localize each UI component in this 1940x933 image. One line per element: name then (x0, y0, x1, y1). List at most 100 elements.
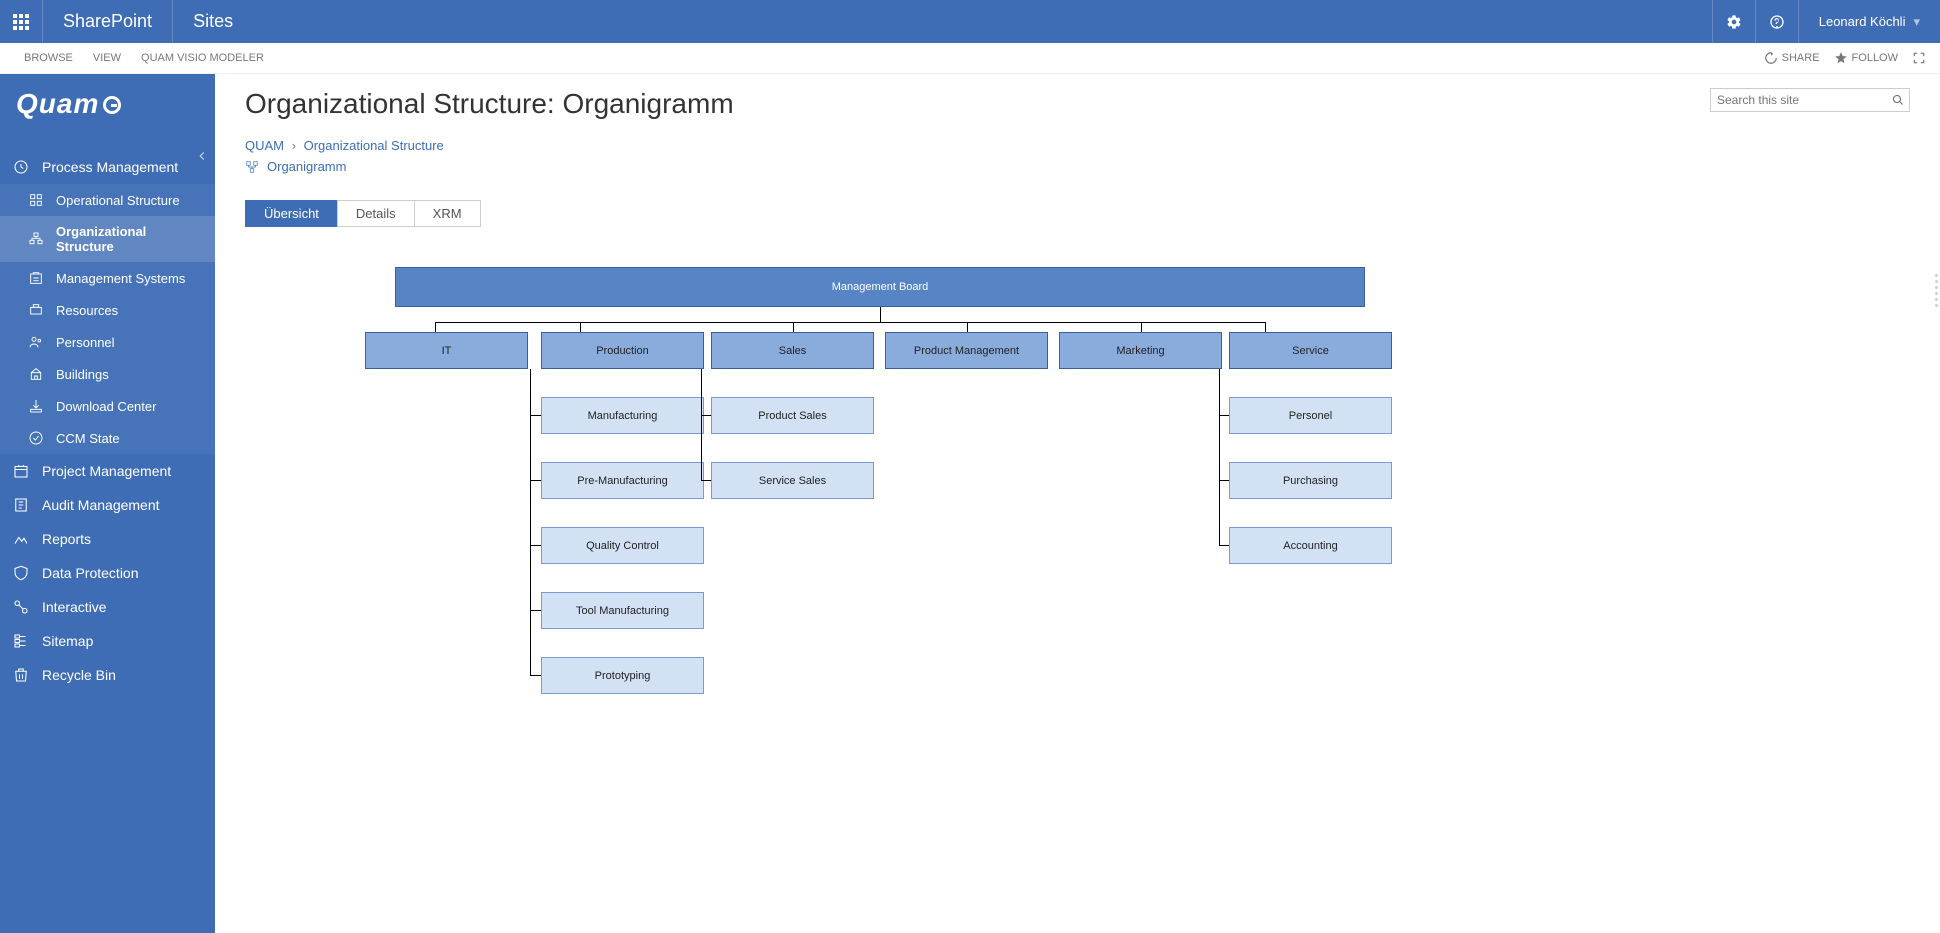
breadcrumb-root[interactable]: QUAM (245, 138, 284, 153)
org-node-personel[interactable]: Personel (1229, 397, 1392, 434)
sidebar-item-interactive[interactable]: Interactive (0, 590, 215, 624)
sidebar-item-label: Data Protection (42, 565, 139, 581)
sidebar-item-label: Project Management (42, 463, 171, 479)
org-connector (1219, 480, 1229, 481)
sidebar: Quam Process Management Operational Struc… (0, 74, 215, 933)
ribbon-tab-quam[interactable]: QUAM VISIO MODELER (131, 52, 274, 64)
sidebar-item-label: Organizational Structure (56, 224, 203, 254)
app-launcher-button[interactable] (0, 0, 43, 43)
sidebar-item-label: Download Center (56, 399, 156, 414)
ribbon-right: SHARE FOLLOW (1764, 51, 1926, 65)
sidebar-item-organizational-structure[interactable]: Organizational Structure (0, 216, 215, 262)
sites-link[interactable]: Sites (173, 0, 253, 43)
org-connector (701, 415, 711, 416)
breadcrumb-item: Organigramm (245, 159, 1910, 174)
org-node-management-board[interactable]: Management Board (395, 267, 1365, 307)
org-connector (530, 415, 541, 416)
share-button[interactable]: SHARE (1764, 51, 1820, 65)
sidebar-item-label: Operational Structure (56, 193, 180, 208)
sidebar-item-download-center[interactable]: Download Center (0, 390, 215, 422)
ribbon: BROWSE VIEW QUAM VISIO MODELER SHARE FOL… (0, 43, 1940, 74)
sidebar-item-process-management[interactable]: Process Management (0, 150, 215, 184)
search-input[interactable] (1711, 93, 1887, 107)
suite-bar: SharePoint Sites Leonard Köchli ▾ (0, 0, 1940, 43)
user-menu[interactable]: Leonard Köchli ▾ (1798, 0, 1940, 43)
org-node-manufacturing[interactable]: Manufacturing (541, 397, 704, 434)
sidebar-item-operational-structure[interactable]: Operational Structure (0, 184, 215, 216)
org-connector (530, 675, 541, 676)
sidebar-item-sitemap[interactable]: Sitemap (0, 624, 215, 658)
org-node-tool-manufacturing[interactable]: Tool Manufacturing (541, 592, 704, 629)
org-node-product-management[interactable]: Product Management (885, 332, 1048, 369)
org-connector (1141, 322, 1142, 332)
search-box (1710, 88, 1910, 112)
suite-left: SharePoint Sites (0, 0, 253, 43)
logo-icon (103, 96, 121, 114)
org-node-service[interactable]: Service (1229, 332, 1392, 369)
org-connector (530, 610, 541, 611)
sidebar-item-reports[interactable]: Reports (0, 522, 215, 556)
title-row: Organizational Structure: Organigramm (245, 88, 1910, 120)
panel-drag-handle[interactable] (1932, 274, 1940, 307)
sidebar-item-buildings[interactable]: Buildings (0, 358, 215, 390)
org-node-quality-control[interactable]: Quality Control (541, 527, 704, 564)
org-node-product-sales[interactable]: Product Sales (711, 397, 874, 434)
sidebar-item-project-management[interactable]: Project Management (0, 454, 215, 488)
org-node-sales[interactable]: Sales (711, 332, 874, 369)
org-connector (530, 545, 541, 546)
focus-button[interactable] (1912, 51, 1926, 65)
ribbon-tab-browse[interactable]: BROWSE (14, 52, 83, 64)
sidebar-item-recycle-bin[interactable]: Recycle Bin (0, 658, 215, 692)
ribbon-tab-view[interactable]: VIEW (83, 52, 131, 64)
sidebar-item-audit-management[interactable]: Audit Management (0, 488, 215, 522)
user-name: Leonard Köchli (1819, 14, 1906, 29)
tab-details[interactable]: Details (337, 200, 415, 227)
org-node-marketing[interactable]: Marketing (1059, 332, 1222, 369)
org-connector (1219, 369, 1220, 546)
sidebar-item-resources[interactable]: Resources (0, 294, 215, 326)
org-node-service-sales[interactable]: Service Sales (711, 462, 874, 499)
chevron-down-icon: ▾ (1913, 14, 1920, 30)
sidebar-nav: Process Management Operational Structure O… (0, 150, 215, 692)
org-connector (793, 322, 794, 332)
tab-xrm[interactable]: XRM (414, 200, 481, 227)
org-connector (530, 480, 541, 481)
sidebar-item-label: Process Management (42, 159, 178, 175)
org-connector (967, 322, 968, 332)
follow-button[interactable]: FOLLOW (1834, 51, 1898, 65)
sidebar-item-label: Sitemap (42, 633, 93, 649)
org-connector (580, 322, 581, 332)
sidebar-item-label: Buildings (56, 367, 109, 382)
sidebar-item-label: Personnel (56, 335, 115, 350)
breadcrumb-category[interactable]: Organizational Structure (304, 138, 444, 153)
logo[interactable]: Quam (0, 74, 215, 130)
brand-link[interactable]: SharePoint (43, 0, 173, 43)
sidebar-item-personnel[interactable]: Personnel (0, 326, 215, 358)
org-connector (1219, 415, 1229, 416)
search-icon[interactable] (1887, 94, 1909, 106)
org-node-purchasing[interactable]: Purchasing (1229, 462, 1392, 499)
org-connector (435, 322, 436, 332)
org-node-production[interactable]: Production (541, 332, 704, 369)
breadcrumb-item-label: Organigramm (267, 159, 346, 174)
sidebar-item-label: Resources (56, 303, 118, 318)
content-tabs: ÜbersichtDetailsXRM (245, 200, 1910, 227)
org-connector (701, 369, 702, 481)
sidebar-item-ccm-state[interactable]: CCM State (0, 422, 215, 454)
org-chart: Management Board IT ProductionSales Product… (245, 267, 1910, 787)
org-node-accounting[interactable]: Accounting (1229, 527, 1392, 564)
sidebar-item-label: CCM State (56, 431, 120, 446)
org-node-pre-manufacturing[interactable]: Pre-Manufacturing (541, 462, 704, 499)
org-connector (1265, 322, 1266, 332)
org-node-it[interactable]: IT (365, 332, 528, 369)
settings-icon[interactable] (1712, 0, 1755, 43)
sidebar-item-label: Recycle Bin (42, 667, 116, 683)
collapse-sidebar-icon[interactable] (195, 149, 209, 166)
tab-übersicht[interactable]: Übersicht (245, 200, 338, 227)
sidebar-item-data-protection[interactable]: Data Protection (0, 556, 215, 590)
help-icon[interactable] (1755, 0, 1798, 43)
shell: Quam Process Management Operational Struc… (0, 74, 1940, 933)
org-node-prototyping[interactable]: Prototyping (541, 657, 704, 694)
logo-text: Quam (16, 88, 99, 119)
sidebar-item-management-systems[interactable]: Management Systems (0, 262, 215, 294)
